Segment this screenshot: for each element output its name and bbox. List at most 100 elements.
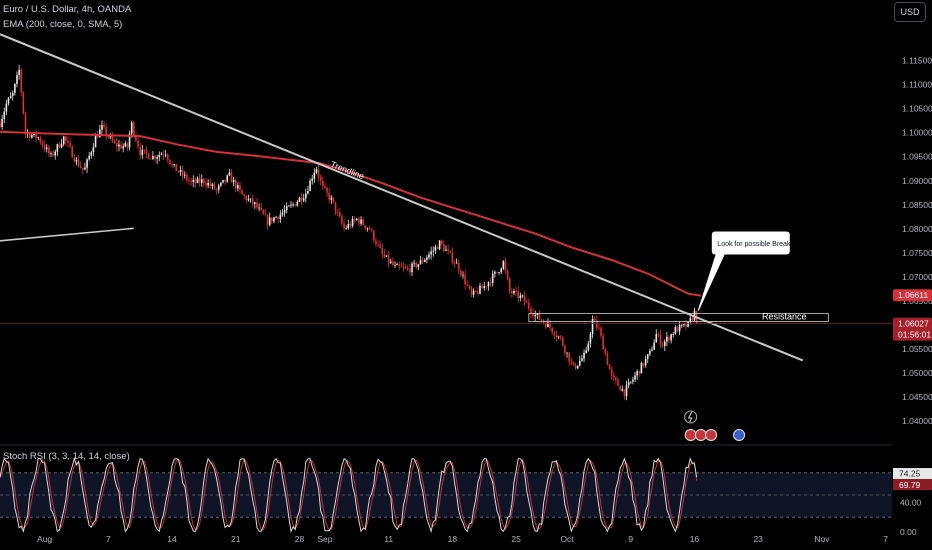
candle	[122, 143, 124, 153]
candle-body	[443, 244, 445, 251]
candle-body	[666, 336, 668, 342]
candle-body	[377, 244, 379, 246]
candle	[477, 287, 479, 296]
candle	[298, 197, 301, 203]
price-pane[interactable]: Resistance Look for possible Break Trend…	[0, 33, 892, 441]
candle	[555, 330, 558, 342]
resistance-zone[interactable]: Resistance	[528, 312, 829, 322]
candle-body	[579, 360, 581, 366]
candle	[65, 135, 67, 146]
candle-body	[396, 264, 398, 265]
candle-body	[513, 290, 515, 294]
time-axis[interactable]: Aug 7 14 21 28 Sep 11 18 25 Oct 9 16 23 Nov 7	[37, 534, 888, 544]
candle	[368, 225, 371, 231]
candle-body	[360, 219, 362, 224]
candle	[600, 325, 602, 339]
candle	[75, 157, 78, 166]
candle	[0, 118, 1, 129]
candle-body	[438, 240, 441, 250]
candle	[239, 181, 241, 194]
candle-body	[519, 295, 522, 299]
candle	[528, 298, 530, 312]
candle-body	[619, 385, 621, 391]
candle	[453, 259, 456, 268]
candle-body	[415, 262, 418, 268]
candle	[156, 154, 158, 165]
candle-body	[18, 69, 20, 76]
candle-body	[545, 322, 547, 328]
candle	[504, 257, 507, 274]
candle	[606, 350, 609, 366]
candle-body	[451, 252, 454, 263]
candle-body	[317, 169, 320, 177]
candle-body	[60, 143, 63, 148]
price-axis-tick: 1.10000	[902, 128, 932, 138]
us-flag-icon	[684, 429, 697, 441]
candle-body	[135, 134, 137, 141]
candle-body	[156, 157, 158, 159]
candle-body	[364, 225, 367, 229]
candle-body	[661, 344, 664, 347]
candle-body	[7, 98, 10, 104]
candle	[570, 358, 573, 365]
candle	[629, 381, 632, 385]
candle	[300, 193, 303, 206]
candle-body	[651, 349, 653, 351]
stoch-axis[interactable]: 74.25 69.79 40.00 0.00	[893, 468, 932, 537]
candle-body	[472, 290, 475, 295]
event-icons[interactable]	[684, 410, 746, 441]
last-price-tag	[893, 317, 932, 341]
candle-body	[254, 202, 256, 204]
candle-body	[186, 174, 188, 181]
candle-body	[606, 353, 609, 365]
candle	[175, 164, 178, 172]
candle-body	[198, 178, 201, 183]
candle-body	[398, 264, 401, 267]
trendline[interactable]	[0, 33, 804, 362]
candle	[292, 202, 294, 208]
candle-body	[52, 153, 54, 156]
ema-legend[interactable]: EMA (200, close, 0, SMA, 5)	[3, 19, 123, 30]
candle	[67, 136, 69, 148]
candle	[517, 286, 520, 303]
candle	[426, 255, 428, 264]
candle	[305, 188, 307, 203]
candle	[181, 165, 184, 181]
currency-button[interactable]: USD	[894, 2, 926, 22]
candle	[1, 115, 3, 130]
candle	[451, 247, 454, 265]
candle-body	[190, 181, 192, 183]
candle	[222, 179, 224, 184]
candle	[498, 271, 500, 276]
candle-body	[598, 327, 600, 329]
candle-body	[653, 342, 655, 350]
candle-body	[583, 352, 585, 359]
candle	[179, 165, 182, 176]
candle-body	[485, 286, 488, 287]
candle	[18, 64, 20, 80]
candle-body	[345, 228, 347, 229]
candle-body	[404, 267, 407, 269]
candle	[232, 176, 235, 187]
candle	[224, 179, 226, 186]
candle	[279, 210, 282, 223]
support-line[interactable]	[0, 227, 134, 242]
candle-body	[122, 146, 124, 149]
stoch-rsi-pane[interactable]	[0, 457, 892, 534]
stoch-rsi-legend[interactable]: Stoch RSI (3, 3, 14, 14, close)	[3, 451, 130, 462]
candle	[415, 261, 418, 270]
candle-body	[28, 133, 31, 138]
candle-body	[264, 214, 267, 216]
candle-body	[251, 198, 254, 204]
candle	[608, 363, 611, 370]
candle	[103, 120, 105, 130]
candle-body	[54, 151, 57, 156]
candle-body	[258, 207, 260, 209]
candle	[674, 325, 677, 335]
candle-body	[217, 185, 220, 190]
candle-body	[627, 382, 630, 386]
candle-body	[65, 136, 67, 141]
candle-body	[634, 375, 636, 380]
callout[interactable]: Look for possible Break	[697, 231, 791, 311]
